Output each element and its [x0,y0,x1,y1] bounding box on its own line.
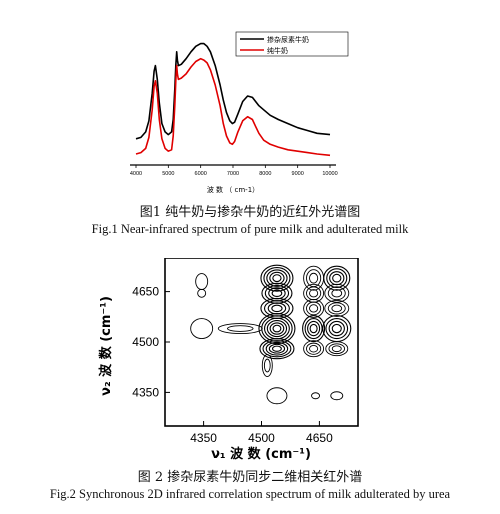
fig2-contour-ring [330,391,344,401]
fig2-x-tick-label: 4500 [248,431,275,445]
fig2-contour-ring [262,340,292,358]
fig2-contour-ring [325,341,349,357]
fig2-contour-ring [266,269,288,287]
fig2-contour-ring [190,318,214,340]
fig1-caption-en: Fig.1 Near-infrared spectrum of pure mil… [91,222,409,236]
fig2-contour-ring [271,304,283,313]
fig2-x-tick-label: 4650 [306,431,333,445]
fig2-contour-ring [331,304,343,313]
fig1-x-tick-label: 8000 [259,171,271,177]
fig2-contour-ring [307,320,321,337]
fig1-x-tick-label: 10000 [322,171,337,177]
fig2-ticks: 4350 4500 4650 4350 4500 4650 [132,285,333,445]
fig2-contour-ring [303,340,325,358]
fig2-caption-cn: 图 2 掺杂尿素牛奶同步二维相关红外谱 [137,470,363,485]
fig2-contour-ring [197,288,207,298]
fig2-contour-ring [266,320,288,338]
fig2-contour-ring [266,387,288,405]
fig2-contour-ring [302,315,326,343]
fig2-contour-ring [309,289,319,298]
fig1-legend: 掺杂尿素牛奶 纯牛奶 [235,31,349,57]
fig2-contour-ring [331,289,343,298]
fig2-plot-frame [164,258,359,427]
fig2-contour-ring [261,315,293,342]
fig2-contour-ring [309,272,319,284]
fig2-contour-ring [272,324,282,333]
fig2-contour-ring [261,354,273,377]
fig1-x-tick-label: 4000 [130,171,142,177]
fig2-contour-ring [304,318,323,340]
fig1-x-tick-label: 9000 [292,171,304,177]
fig2-contour-ring [269,271,285,285]
fig1-series-lines [135,42,331,157]
fig2-contour-ring [227,325,254,332]
fig2-contour-ring [271,345,282,352]
fig2-contour-ring [303,298,325,318]
fig2-contour-ring [323,265,351,291]
fig1-x-tick-label: 5000 [162,171,174,177]
fig2-chart: 4350 4500 4650 4350 4500 4650 ν₁ 波 数 (cm⁻¹) ν… [98,258,359,462]
fig2-contour-ring [327,286,346,301]
fig1-series-line-1 [135,57,331,157]
fig1-x-tick-label: 7000 [227,171,239,177]
fig2-contour-ring [263,358,271,373]
fig2-contour-ring [324,299,350,317]
fig2-contour-ring [258,313,296,345]
fig2-contour-ring [311,392,320,400]
fig1-x-tick-label: 6000 [195,171,207,177]
fig2-contour-ring [328,320,345,337]
fig1-caption-cn: 图1 纯牛奶与掺杂牛奶的近红外光谱图 [139,205,361,220]
fig1-x-ticks: 4000 5000 6000 7000 8000 9000 10000 [130,165,338,177]
fig2-contour-ring [260,264,294,292]
fig2-contour-ring [272,274,282,283]
fig2-contours [190,264,352,405]
fig2-contour-ring [268,343,286,354]
fig2-x-tick-label: 4350 [190,431,217,445]
fig2-contour-ring [269,322,285,335]
fig2-contour-ring [325,318,349,340]
fig1-legend-label-0: 掺杂尿素牛奶 [267,35,309,44]
fig2-y-tick-label: 4500 [132,335,159,349]
fig2-contour-ring [326,268,348,289]
fig2-y-tick-label: 4650 [132,285,159,299]
fig2-x-label: ν₁ 波 数 (cm⁻¹) [211,446,311,462]
fig2-contour-ring [309,323,318,334]
fig2-contour-ring [328,343,346,355]
fig2-contour-ring [263,267,291,290]
fig2-y-label: ν₂ 波 数 (cm⁻¹) [98,296,114,396]
fig2-contour-ring [265,341,289,356]
fig2-contour-ring [324,283,350,303]
fig2-contour-ring [332,273,342,283]
fig2-contour-ring [309,344,319,353]
fig2-contour-ring [331,345,342,353]
fig1-chart: 4000 5000 6000 7000 8000 9000 10000 波 数 （ cm-1… [130,31,349,194]
fig2-contour-ring [331,323,342,334]
fig2-contour-ring [306,301,322,316]
fig2-y-tick-label: 4350 [132,385,159,399]
fig2-contour-ring [306,342,322,355]
fig2-contour-ring [327,302,346,315]
fig2-contour-ring [259,338,295,360]
fig2-contour-ring [309,304,319,313]
fig2-caption-en: Fig.2 Synchronous 2D infrared correlatio… [49,487,451,501]
fig2-contour-ring [271,289,283,298]
fig1-series-line-0 [135,42,331,140]
fig1-legend-label-1: 纯牛奶 [267,46,288,55]
fig1-x-label: 波 数 （ cm-1） [207,185,259,194]
